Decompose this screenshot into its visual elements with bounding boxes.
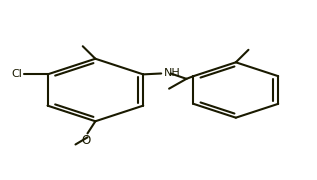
Text: NH: NH — [164, 68, 180, 78]
Text: O: O — [81, 134, 91, 147]
Text: Cl: Cl — [12, 69, 23, 79]
